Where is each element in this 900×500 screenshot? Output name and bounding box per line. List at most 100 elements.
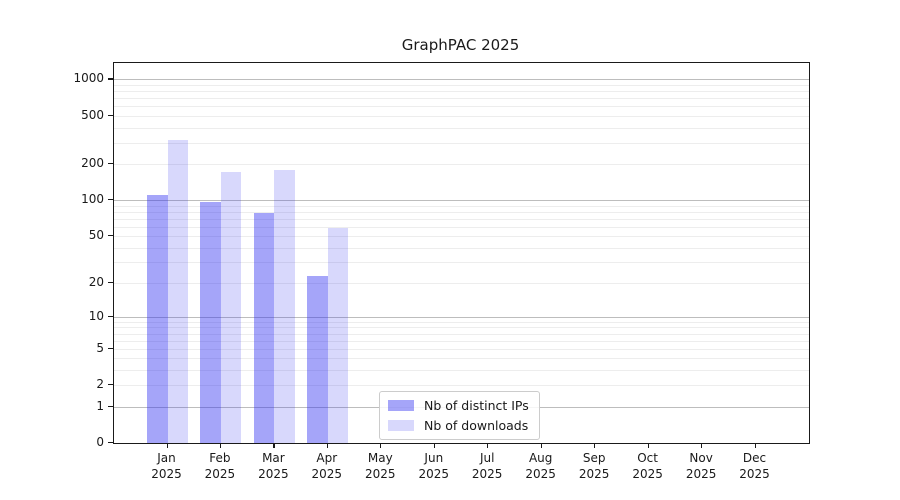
chart-title: GraphPAC 2025 (401, 36, 520, 54)
minor-gridline (114, 370, 809, 371)
legend-label: Nb of distinct IPs (424, 397, 529, 413)
x-tick-label: Jul 2025 (455, 450, 519, 482)
x-tick-month: Oct (637, 451, 658, 465)
x-tick-year: 2025 (471, 467, 503, 481)
minor-gridline (114, 84, 809, 86)
legend-entry: Nb of distinct IPs (388, 397, 529, 413)
bar-nb-of-downloads-jan (167, 139, 188, 443)
x-tick-mark (219, 443, 222, 448)
y-tick-label: 20 (88, 274, 104, 289)
y-tick-label: 1000 (73, 71, 104, 86)
minor-gridline (114, 127, 809, 129)
x-tick-month: Jul (479, 451, 495, 465)
minor-gridline (114, 327, 809, 329)
y-tick-label: 2 (96, 377, 104, 392)
minor-gridline (114, 211, 809, 213)
x-tick-year: 2025 (632, 467, 663, 481)
x-tick-year: 2025 (578, 467, 610, 481)
legend-swatch-icon (388, 399, 414, 411)
minor-gridline (114, 340, 809, 342)
minor-gridline (114, 282, 809, 284)
minor-gridline (114, 163, 809, 165)
x-tick-year: 2025 (418, 467, 450, 481)
x-tick-label: Apr 2025 (295, 450, 359, 482)
y-tick-label: 10 (88, 308, 104, 323)
minor-gridline (114, 358, 809, 360)
x-tick-mark (273, 443, 275, 448)
bar-nb-of-downloads-feb (220, 171, 242, 443)
x-tick-label: May 2025 (348, 450, 412, 482)
y-tick-mark (108, 199, 113, 201)
x-tick-label: Nov 2025 (669, 450, 733, 482)
minor-gridline (114, 385, 809, 387)
y-tick-mark (108, 235, 113, 237)
x-tick-mark (647, 443, 649, 448)
minor-gridline (114, 348, 809, 350)
major-gridline (114, 200, 809, 202)
y-tick-label: 50 (88, 228, 104, 243)
minor-gridline (114, 142, 809, 144)
x-tick-label: Jun 2025 (402, 450, 466, 482)
legend-entry: Nb of downloads (388, 417, 529, 433)
bar-nb-of-distinct-ips-feb (200, 201, 221, 443)
x-tick-mark (701, 443, 703, 448)
x-tick-year: 2025 (685, 467, 717, 481)
x-tick-label: Jan 2025 (135, 450, 199, 482)
y-tick-label: 500 (81, 107, 104, 122)
x-tick-label: Aug 2025 (509, 450, 573, 482)
x-tick-year: 2025 (258, 467, 289, 481)
bar-nb-of-distinct-ips-apr (307, 275, 328, 443)
legend-swatch-icon (388, 419, 414, 431)
x-tick-month: Aug (528, 451, 553, 465)
y-tick-mark (108, 281, 113, 283)
x-tick-month: Jun (424, 451, 444, 465)
x-tick-year: 2025 (311, 467, 343, 481)
x-tick-month: Sep (582, 451, 606, 465)
x-tick-mark (594, 443, 596, 448)
plot-area (113, 62, 810, 444)
y-tick-mark (108, 347, 113, 349)
x-tick-month: Feb (209, 451, 231, 465)
legend-label: Nb of downloads (424, 417, 529, 433)
x-tick-month: Nov (689, 451, 713, 465)
x-tick-year: 2025 (739, 467, 770, 481)
x-tick-mark (326, 443, 328, 448)
y-tick-mark (108, 405, 113, 407)
minor-gridline (114, 205, 809, 207)
x-tick-label: Feb 2025 (188, 450, 252, 482)
y-tick-label: 1 (96, 398, 104, 413)
x-tick-label: Dec 2025 (723, 450, 787, 482)
legend: Nb of distinct IPs Nb of downloads (379, 391, 540, 440)
x-tick-mark (166, 443, 168, 448)
x-tick-month: Mar (262, 451, 285, 465)
y-tick-label: 200 (81, 155, 104, 170)
y-tick-mark (108, 315, 113, 317)
y-tick-mark (108, 114, 113, 116)
x-tick-mark (433, 443, 435, 448)
minor-gridline (114, 262, 809, 264)
x-tick-year: 2025 (525, 467, 556, 481)
bar-nb-of-distinct-ips-jan (147, 195, 168, 443)
x-tick-label: Oct 2025 (616, 450, 680, 482)
x-tick-year: 2025 (365, 467, 396, 481)
x-tick-mark (487, 443, 489, 448)
y-tick-mark (108, 384, 113, 386)
y-tick-label: 100 (81, 192, 104, 207)
x-tick-label: Sep 2025 (562, 450, 626, 482)
minor-gridline (114, 247, 809, 249)
bar-nb-of-downloads-apr (327, 228, 349, 443)
minor-gridline (114, 115, 809, 117)
minor-gridline (114, 321, 809, 323)
minor-gridline (114, 333, 809, 335)
y-tick-mark (108, 78, 113, 80)
major-gridline (114, 316, 809, 318)
x-tick-mark (380, 443, 382, 448)
x-tick-year: 2025 (151, 467, 182, 481)
major-gridline (114, 79, 809, 81)
x-tick-month: May (367, 451, 393, 465)
minor-gridline (114, 226, 809, 228)
x-tick-mark (754, 443, 756, 448)
y-tick-mark (108, 442, 113, 444)
minor-gridline (114, 236, 809, 238)
